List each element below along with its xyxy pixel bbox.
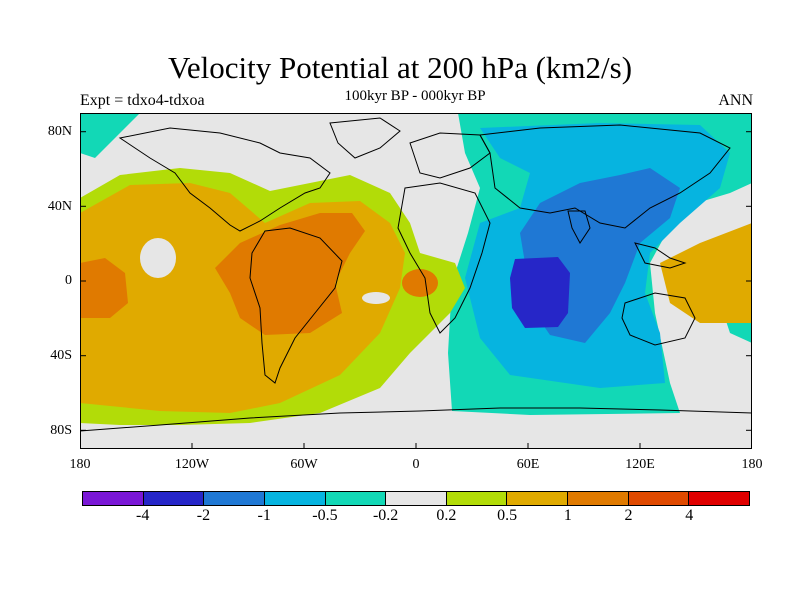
coastlines (80, 117, 752, 432)
season-label: ANN (718, 92, 753, 109)
colorbar-swatch (386, 492, 447, 505)
lat-label-80s: 80S (50, 423, 72, 438)
colorbar-swatch (204, 492, 265, 505)
colorbar-swatch (83, 492, 144, 505)
lat-label-80n: 80N (47, 124, 72, 139)
lat-label-40s: 40S (50, 348, 72, 363)
colorbar-tick-label: 1 (563, 507, 572, 524)
colorbar-tick-label: -0.5 (312, 507, 338, 524)
map-subtitle: 100kyr BP - 000kyr BP (344, 88, 486, 104)
colorbar-swatch (325, 492, 387, 505)
lon-label-120w: 120W (174, 457, 210, 472)
lon-label-120e: 120E (625, 457, 655, 472)
colorbar-swatch (143, 492, 205, 505)
field-neutral-hole-pacific (140, 238, 176, 278)
field-neutral-hole-atlantic (362, 292, 390, 304)
field-orange-samerica (215, 213, 365, 335)
lon-label-60e: 60E (516, 457, 540, 472)
colorbar-tick-label: 2 (624, 507, 633, 524)
lon-label-0: 0 (412, 457, 420, 472)
lat-label-0: 0 (65, 273, 72, 288)
colorbar-swatch (264, 492, 326, 505)
colorbar-swatch (689, 492, 750, 505)
map-title: Velocity Potential at 200 hPa (km2/s) (167, 50, 633, 85)
axis-ticks (80, 131, 752, 449)
field-teal-arctic (80, 113, 140, 158)
lon-label-180e: 180 (741, 457, 763, 472)
field-orange-atlantic (402, 269, 438, 297)
colorbar-tick-label: 0.2 (436, 507, 457, 524)
colorbar-tick-label: -1 (257, 507, 271, 524)
colorbar-tick-label: 4 (685, 507, 694, 524)
colorbar-tick-label: 0.5 (497, 507, 518, 524)
lon-label-60w: 60W (290, 457, 318, 472)
colorbar (82, 491, 750, 506)
colorbar-swatch (568, 492, 629, 505)
field-orange-pacific (80, 258, 128, 318)
experiment-label: Expt = tdxo4-tdxoa (80, 92, 205, 109)
field-deepblue-core (510, 257, 570, 328)
velocity-potential-map (80, 113, 752, 449)
lon-label-180w: 180 (69, 457, 91, 472)
colorbar-tick-label: -4 (136, 507, 150, 524)
colorbar-tick-label: -2 (196, 507, 211, 524)
colorbar-swatch (507, 492, 569, 505)
colorbar-swatch (628, 492, 690, 505)
lat-label-40n: 40N (47, 199, 72, 214)
colorbar-swatch (446, 492, 508, 505)
colorbar-tick-label: -0.2 (372, 507, 399, 524)
